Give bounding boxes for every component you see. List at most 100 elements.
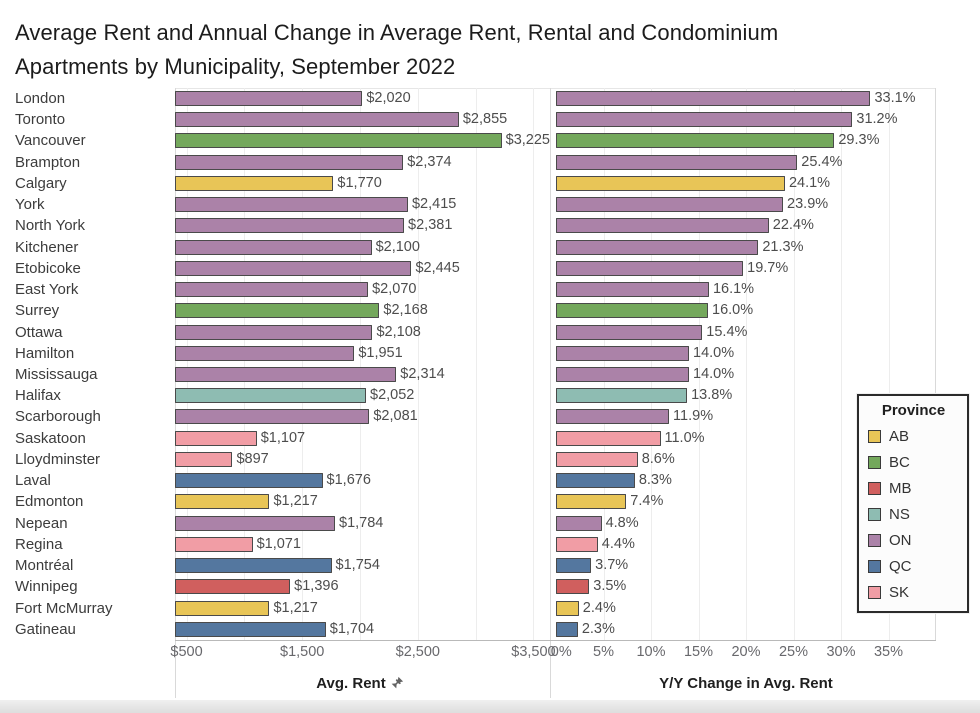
- pct-bar[interactable]: [556, 282, 709, 298]
- rent-bar-value-label: $1,754: [335, 557, 380, 574]
- rent-bar-value-label: $3,225: [505, 132, 550, 149]
- legend-item-ns[interactable]: NS: [868, 506, 959, 523]
- pct-bar[interactable]: [556, 494, 627, 510]
- municipality-label: Kitchener: [15, 238, 79, 256]
- rent-bar[interactable]: [175, 621, 326, 637]
- pct-bar[interactable]: [556, 536, 598, 552]
- gridline: [888, 88, 890, 640]
- rent-bar[interactable]: [175, 579, 291, 595]
- rent-bar[interactable]: [175, 260, 412, 276]
- pct-bar-value-label: 11.9%: [673, 408, 714, 425]
- rent-bar[interactable]: [175, 112, 459, 128]
- bar-row: 29.3%: [556, 130, 936, 151]
- bar-row: 4.4%: [556, 534, 936, 555]
- rent-bar-value-label: $2,168: [383, 302, 428, 319]
- rent-bar[interactable]: [175, 473, 323, 489]
- bar-row: $2,445: [175, 258, 545, 279]
- rent-bar[interactable]: [175, 367, 397, 382]
- rent-bar[interactable]: [175, 451, 233, 467]
- pct-bar[interactable]: [556, 515, 602, 531]
- pct-bar[interactable]: [556, 430, 661, 446]
- pct-bar-value-label: 4.8%: [605, 514, 639, 531]
- pct-bar[interactable]: [556, 409, 670, 425]
- rent-bar[interactable]: [175, 388, 366, 404]
- sort-pin-icon[interactable]: [391, 676, 404, 689]
- pct-bar-value-label: 24.1%: [788, 174, 831, 191]
- legend-items: AB BC MB NS ON QC SK: [868, 428, 959, 601]
- pct-bar[interactable]: [556, 558, 592, 574]
- yy-change-axis-title[interactable]: Y/Y Change in Avg. Rent: [556, 672, 936, 696]
- legend-label: BC: [889, 454, 910, 471]
- pct-bar[interactable]: [556, 367, 689, 382]
- pct-bar[interactable]: [556, 579, 590, 595]
- rent-bar[interactable]: [175, 494, 270, 510]
- pct-bar[interactable]: [556, 600, 579, 616]
- legend-item-mb[interactable]: MB: [868, 480, 959, 497]
- legend-item-ab[interactable]: AB: [868, 428, 959, 445]
- rent-bar[interactable]: [175, 218, 405, 234]
- bar-row: $2,381: [175, 215, 545, 236]
- rent-bar-value-label: $1,396: [294, 578, 339, 595]
- pct-bar-value-label: 25.4%: [801, 153, 843, 170]
- rent-bar-value-label: $1,770: [337, 174, 382, 191]
- pct-bar[interactable]: [556, 175, 785, 191]
- rent-bar[interactable]: [175, 197, 408, 213]
- rent-bar[interactable]: [175, 175, 334, 191]
- legend-item-bc[interactable]: BC: [868, 454, 959, 471]
- bar-row: $3,225: [175, 130, 550, 151]
- municipality-label: Nepean: [15, 514, 68, 532]
- pct-bar[interactable]: [556, 451, 638, 467]
- pct-bar[interactable]: [556, 324, 703, 340]
- bar-row: 8.6%: [556, 449, 936, 470]
- rent-bar[interactable]: [175, 282, 369, 298]
- rent-bar[interactable]: [175, 239, 372, 255]
- pct-bar-value-label: 22.4%: [772, 217, 814, 234]
- bar-row: $2,374: [175, 152, 545, 173]
- legend-swatch-sk: [868, 586, 881, 599]
- pct-bar-value-label: 14.0%: [693, 366, 735, 382]
- pct-bar[interactable]: [556, 388, 688, 404]
- rent-bar[interactable]: [175, 558, 332, 574]
- municipality-label: Etobicoke: [15, 259, 81, 277]
- pct-bar[interactable]: [556, 112, 853, 128]
- legend-item-on[interactable]: ON: [868, 532, 959, 549]
- pct-bar[interactable]: [556, 154, 798, 170]
- plot-right-border: [935, 88, 936, 640]
- rent-bar[interactable]: [175, 324, 373, 340]
- bar-row: $1,754: [175, 555, 545, 576]
- bar-row: $1,770: [175, 173, 545, 194]
- pct-bar[interactable]: [556, 133, 835, 149]
- pct-bar[interactable]: [556, 218, 769, 234]
- bar-row: 7.4%: [556, 491, 936, 512]
- pct-bar-value-label: 4.4%: [601, 535, 635, 552]
- pct-bar[interactable]: [556, 260, 744, 276]
- legend-swatch-on: [868, 534, 881, 547]
- rent-bar[interactable]: [175, 303, 380, 319]
- pct-bar[interactable]: [556, 345, 689, 361]
- bar-row: 19.7%: [556, 258, 936, 279]
- rent-bar[interactable]: [175, 515, 336, 531]
- pct-bar[interactable]: [556, 197, 784, 213]
- rent-bar[interactable]: [175, 91, 363, 106]
- pct-bar-value-label: 23.9%: [787, 196, 829, 213]
- gridline: [533, 88, 535, 640]
- rent-bar[interactable]: [175, 409, 370, 425]
- pct-bar[interactable]: [556, 303, 708, 319]
- mid-plot-divider: [550, 88, 551, 698]
- legend-item-sk[interactable]: SK: [868, 584, 959, 601]
- avg-rent-axis-title[interactable]: Avg. Rent: [175, 672, 545, 696]
- pct-bar[interactable]: [556, 239, 759, 255]
- rent-bar[interactable]: [175, 345, 355, 361]
- legend-item-qc[interactable]: QC: [868, 558, 959, 575]
- rent-bar[interactable]: [175, 536, 253, 552]
- pct-bar[interactable]: [556, 473, 635, 489]
- gridline: [475, 88, 477, 640]
- rent-bar[interactable]: [175, 600, 270, 616]
- rent-bar[interactable]: [175, 133, 502, 149]
- pct-bar[interactable]: [556, 91, 871, 106]
- legend-swatch-mb: [868, 482, 881, 495]
- rent-bar-value-label: $1,217: [273, 599, 318, 616]
- rent-bar[interactable]: [175, 430, 257, 446]
- pct-bar[interactable]: [556, 621, 578, 637]
- rent-bar[interactable]: [175, 154, 404, 170]
